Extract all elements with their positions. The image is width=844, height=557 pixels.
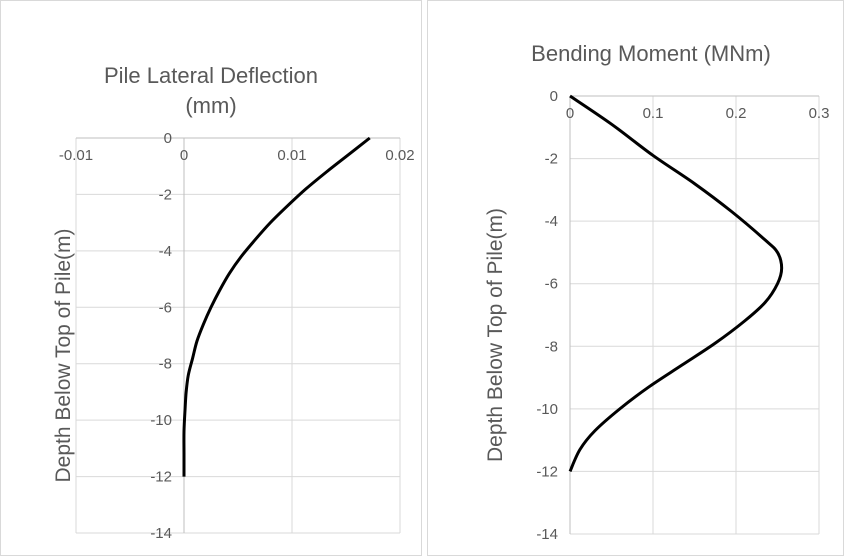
series-line <box>568 94 784 473</box>
y-tick-label: 0 <box>550 88 558 105</box>
series-line <box>182 136 371 477</box>
chart-panel-deflection: Pile Lateral Deflection (mm) -0.01 0 0.01 0.0… <box>0 0 422 556</box>
y-axis-label: Depth Below Top of Pile(m) <box>484 208 507 462</box>
y-tick-label: -14 <box>150 525 172 542</box>
x-tick-label: 0.02 <box>385 147 414 164</box>
y-tick-label: -8 <box>545 338 558 355</box>
chart-title: (mm) <box>185 93 236 118</box>
y-tick-label: -6 <box>159 299 172 316</box>
chart-title: Bending Moment (MNm) <box>531 41 771 66</box>
chart-title: Pile Lateral Deflection <box>104 63 318 88</box>
deflection-chart: Pile Lateral Deflection (mm) -0.01 0 0.01 0.0… <box>52 63 415 542</box>
x-tick-label: -0.01 <box>59 147 93 164</box>
x-tick-label: 0.01 <box>277 147 306 164</box>
y-tick-label: -2 <box>545 151 558 168</box>
bending-moment-chart: Bending Moment (MNm) 0 0.1 0.2 0.3 0 -2 -4 -6 -8 -… <box>484 41 830 543</box>
y-tick-label: -4 <box>159 243 172 260</box>
x-tick-label: 0.1 <box>643 105 664 122</box>
y-tick-label: -12 <box>536 463 558 480</box>
chart-panel-moment: Bending Moment (MNm) 0 0.1 0.2 0.3 0 -2 -4 -6 -8 -… <box>427 0 844 556</box>
y-tick-label: -4 <box>545 213 558 230</box>
x-tick-label: 0 <box>566 105 574 122</box>
y-tick-label: -12 <box>150 469 172 486</box>
y-tick-label: -10 <box>536 401 558 418</box>
y-tick-label: -8 <box>159 356 172 373</box>
y-axis-label: Depth Below Top of Pile(m) <box>52 228 75 482</box>
y-tick-label: -10 <box>150 412 172 429</box>
x-tick-label: 0 <box>180 147 188 164</box>
y-tick-label: 0 <box>164 130 172 147</box>
y-tick-label: -14 <box>536 526 558 543</box>
x-tick-label: 0.3 <box>809 105 830 122</box>
x-tick-label: 0.2 <box>726 105 747 122</box>
y-tick-label: -6 <box>545 276 558 293</box>
y-tick-label: -2 <box>159 186 172 203</box>
